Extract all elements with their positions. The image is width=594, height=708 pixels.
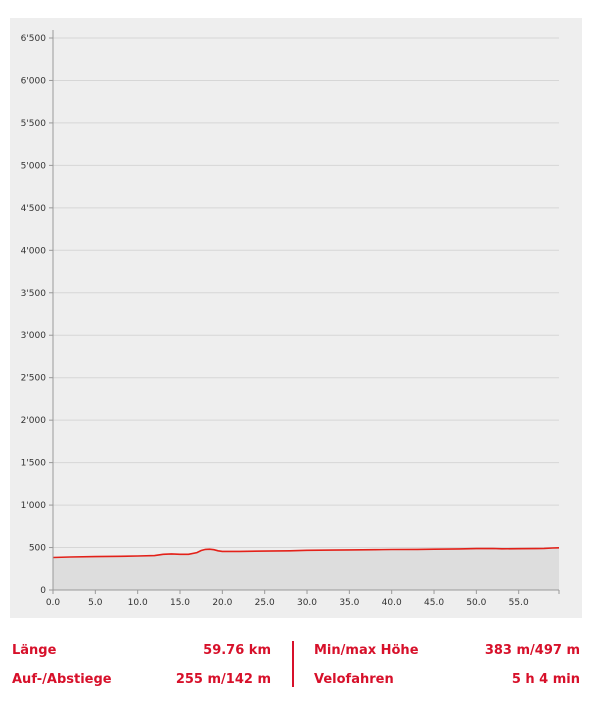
- y-tick-label: 4'500: [21, 204, 47, 214]
- y-tick-label: 4'000: [21, 246, 47, 256]
- x-tick-label: 20.0: [212, 598, 232, 608]
- y-tick-label: 1'500: [21, 459, 47, 469]
- x-tick-label: 0.0: [46, 598, 61, 608]
- x-tick-label: 25.0: [255, 598, 275, 608]
- activity-label: Velofahren: [314, 672, 394, 687]
- x-tick-label: 50.0: [466, 598, 486, 608]
- x-tick-label: 10.0: [128, 598, 148, 608]
- y-tick-label: 2'500: [21, 374, 47, 384]
- elevation-chart: 0 500 1'000 1'500 2'000 2'500 3'000 3'500 4'000 4…: [10, 18, 582, 618]
- x-tick-label: 55.0: [509, 598, 529, 608]
- y-tick-label: 3'500: [21, 289, 47, 299]
- tour-stats: Länge 59.76 km Auf-/Abstiege 255 m/142 m…: [0, 636, 594, 696]
- x-tick-label: 15.0: [170, 598, 190, 608]
- y-tick-label: 500: [29, 544, 46, 554]
- y-tick-label: 5'000: [21, 161, 47, 171]
- x-tick-label: 40.0: [382, 598, 402, 608]
- elevation-line: [52, 547, 560, 559]
- length-label: Länge: [12, 643, 57, 658]
- stats-divider: [292, 641, 294, 687]
- minmax-label: Min/max Höhe: [314, 643, 419, 658]
- elevation-area: [53, 547, 559, 590]
- minmax-value: 383 m/497 m: [484, 643, 580, 658]
- x-tick-label: 30.0: [297, 598, 317, 608]
- activity-value: 5 h 4 min: [511, 672, 580, 687]
- y-tick-label: 1'000: [21, 501, 47, 511]
- x-tick-label: 35.0: [339, 598, 359, 608]
- y-tick-label: 6'000: [21, 76, 47, 86]
- y-tick-label: 0: [40, 586, 46, 596]
- y-tick-label: 2'000: [21, 416, 47, 426]
- x-tick-label: 45.0: [424, 598, 444, 608]
- updown-value: 255 m/142 m: [175, 672, 271, 687]
- y-tick-label: 5'500: [21, 119, 47, 129]
- y-tick-label: 3'000: [21, 331, 47, 341]
- length-value: 59.76 km: [203, 643, 271, 658]
- updown-label: Auf-/Abstiege: [12, 672, 112, 687]
- elevation-chart-svg: 0 500 1'000 1'500 2'000 2'500 3'000 3'500 4'000 4…: [21, 30, 560, 608]
- x-tick-label: 5.0: [88, 598, 103, 608]
- y-tick-label: 6'500: [21, 34, 47, 44]
